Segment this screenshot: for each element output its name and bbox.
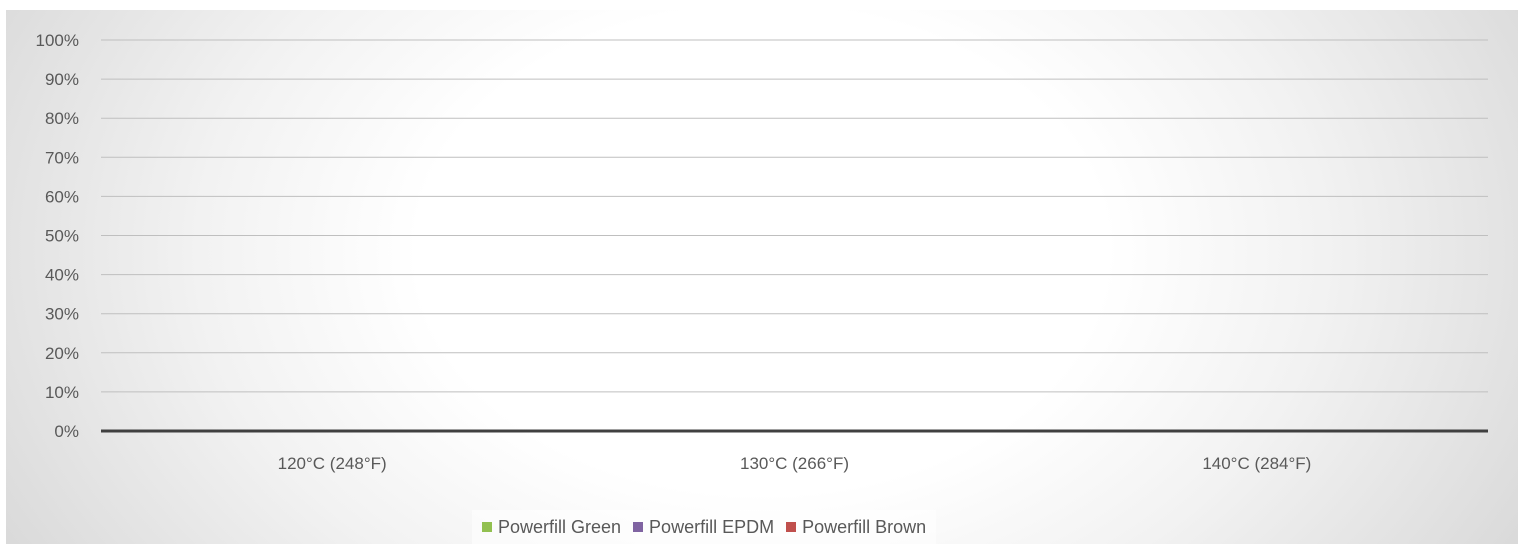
y-tick-label: 80% xyxy=(45,109,79,128)
y-tick-label: 50% xyxy=(45,227,79,246)
legend-swatch xyxy=(482,522,492,532)
legend-swatch xyxy=(633,522,644,532)
y-tick-label: 30% xyxy=(45,305,79,324)
x-category-label: 140°C (284°F) xyxy=(1202,454,1311,473)
legend-item: Powerfill Green xyxy=(482,517,621,538)
legend-label: Powerfill Green xyxy=(498,516,622,537)
legend-item: Powerfill Brown xyxy=(786,517,926,538)
y-tick-label: 10% xyxy=(45,383,79,402)
x-axis-category-labels: 120°C (248°F) 130°C (266°F) 140°C (284°F) xyxy=(278,454,1312,473)
bar-chart: 0% 10% 20% 30% 40% 50% 60% 70% 80% 90% 100% 120°C … xyxy=(36,31,1488,473)
chart-area: 0% 10% 20% 30% 40% 50% 60% 70% 80% 90% 100% 120°C … xyxy=(6,10,1518,544)
legend-label: Powerfill Brown xyxy=(802,516,927,537)
y-axis-tick-labels: 0% 10% 20% 30% 40% 50% 60% 70% 80% 90% 100% xyxy=(36,31,79,441)
x-category-label: 120°C (248°F) xyxy=(278,454,387,473)
y-tick-label: 40% xyxy=(45,266,79,285)
y-tick-label: 20% xyxy=(45,344,79,363)
x-category-label: 130°C (266°F) xyxy=(740,454,849,473)
y-tick-label: 60% xyxy=(45,187,79,206)
y-tick-label: 70% xyxy=(45,148,79,167)
y-tick-label: 0% xyxy=(54,422,79,441)
y-tick-label: 100% xyxy=(36,31,79,50)
legend-item: Powerfill EPDM xyxy=(633,517,774,538)
legend: Powerfill Green Powerfill EPDM Powerfill B… xyxy=(472,510,937,544)
y-tick-label: 90% xyxy=(45,70,79,89)
gridlines xyxy=(101,39,1488,393)
legend-label: Powerfill EPDM xyxy=(649,516,775,537)
legend-swatch xyxy=(786,522,797,532)
